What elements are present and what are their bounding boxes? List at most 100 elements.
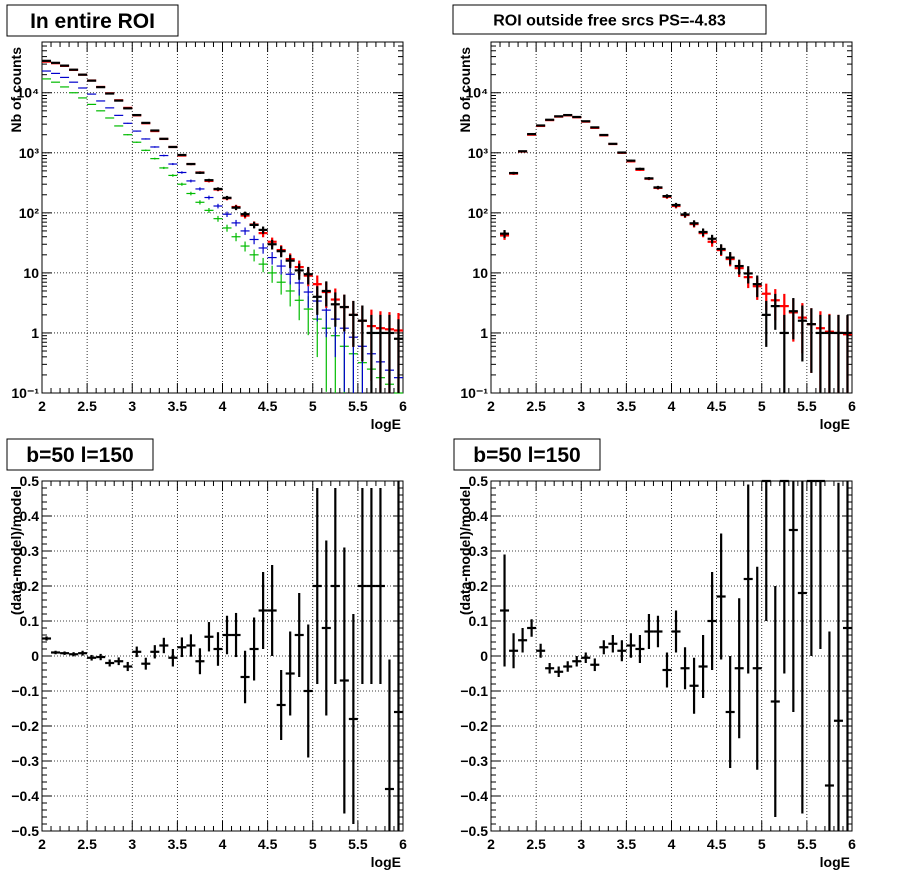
x-tick-label: 4 <box>219 836 227 852</box>
y-tick-label: 10² <box>468 205 489 221</box>
y-tick-label: 0.2 <box>469 578 489 594</box>
y-tick-label: 1 <box>480 325 488 341</box>
y-tick-label: −0.4 <box>460 788 488 804</box>
y-tick-label: 0.3 <box>469 543 489 559</box>
y-tick-label: −0.3 <box>11 753 39 769</box>
y-axis-label: (data-model)/model <box>457 486 473 615</box>
y-axis-label: Nb of counts <box>8 47 24 133</box>
x-axis-label: logE <box>820 416 850 432</box>
x-tick-label: 2 <box>487 836 495 852</box>
x-tick-label: 2.5 <box>77 398 97 414</box>
y-tick-label: 10⁴ <box>17 85 40 101</box>
x-tick-label: 2.5 <box>526 836 546 852</box>
y-tick-label: 10 <box>23 265 39 281</box>
y-tick-label: 1 <box>31 325 39 341</box>
y-tick-label: 0.5 <box>469 473 489 489</box>
series-1 <box>500 114 852 393</box>
y-tick-label: −0.2 <box>460 718 488 734</box>
x-tick-label: 5.5 <box>797 836 817 852</box>
x-tick-label: 6 <box>848 398 856 414</box>
x-tick-label: 5.5 <box>348 398 368 414</box>
x-tick-label: 3 <box>577 398 585 414</box>
x-tick-label: 4 <box>668 398 676 414</box>
series-4 <box>42 59 403 393</box>
y-tick-label: −0.2 <box>11 718 39 734</box>
y-tick-label: −0.4 <box>11 788 39 804</box>
x-tick-label: 3 <box>128 398 136 414</box>
x-tick-label: 2 <box>487 398 495 414</box>
x-tick-label: 4 <box>668 836 676 852</box>
y-tick-label: 0 <box>480 648 488 664</box>
series-1 <box>500 479 852 831</box>
x-tick-label: 4.5 <box>707 398 727 414</box>
y-tick-label: 0 <box>31 648 39 664</box>
y-tick-label: 10³ <box>468 145 489 161</box>
x-tick-label: 5 <box>309 398 317 414</box>
y-tick-label: 0.1 <box>20 613 40 629</box>
y-tick-label: 0.3 <box>20 543 40 559</box>
y-tick-label: −0.3 <box>460 753 488 769</box>
y-tick-label: −0.1 <box>11 683 39 699</box>
plot-frame <box>41 480 404 832</box>
x-tick-label: 6 <box>399 836 407 852</box>
x-tick-label: 2 <box>38 398 46 414</box>
x-tick-label: 3.5 <box>617 836 637 852</box>
y-tick-label: 0.1 <box>469 613 489 629</box>
x-tick-label: 4.5 <box>707 836 727 852</box>
y-tick-label: −0.1 <box>460 683 488 699</box>
x-tick-label: 5 <box>309 836 317 852</box>
x-tick-label: 2.5 <box>526 398 546 414</box>
y-axis-label: (data-model)/model <box>8 486 24 615</box>
y-tick-label: 0.4 <box>469 508 489 524</box>
y-tick-label: 10 <box>472 265 488 281</box>
x-tick-label: 2 <box>38 836 46 852</box>
chart-panel-3: 2 2.5 3 3.5 4 4.5 5 5.5 6 −0.5 −0.4 −0.3 −0.2 −0.1 0 0.… <box>6 438 407 870</box>
chart-panel-2: 2 2.5 3 3.5 4 4.5 5 5.5 6 10⁻¹ 1 10 10² 10³ 10⁴ logE Nb … <box>452 4 856 432</box>
y-tick-label: 10⁻¹ <box>460 385 488 401</box>
x-tick-label: 3 <box>577 836 585 852</box>
y-tick-label: 0.2 <box>20 578 40 594</box>
title-box <box>453 438 601 471</box>
x-tick-label: 5 <box>758 836 766 852</box>
title-box <box>452 4 767 35</box>
y-tick-label: 10² <box>19 205 40 221</box>
series-2 <box>500 113 852 393</box>
title-box <box>6 438 154 471</box>
x-tick-label: 6 <box>399 398 407 414</box>
x-tick-label: 4.5 <box>258 836 278 852</box>
chart-title: b=50 l=150 <box>26 444 133 467</box>
chart-title: ROI outside free srcs PS=-4.83 <box>493 12 726 29</box>
y-tick-label: 10⁻¹ <box>11 385 39 401</box>
series-1 <box>42 481 403 831</box>
x-tick-label: 3.5 <box>168 398 188 414</box>
x-tick-label: 5.5 <box>797 398 817 414</box>
y-tick-label: 0.4 <box>20 508 40 524</box>
y-axis-label: Nb of counts <box>457 47 473 133</box>
plot-frame <box>41 41 404 394</box>
chart-panel-1: 2 2.5 3 3.5 4 4.5 5 5.5 6 10⁻¹ 1 10 10² 10³ 10⁴ logE Nb … <box>6 4 407 432</box>
x-tick-label: 6 <box>848 836 856 852</box>
plot-frame <box>490 480 853 832</box>
x-axis-label: logE <box>371 416 401 432</box>
series-1 <box>42 78 403 394</box>
x-tick-label: 3 <box>128 836 136 852</box>
chart-title: In entire ROI <box>30 10 155 33</box>
plot-frame <box>490 41 853 394</box>
y-tick-label: −0.5 <box>460 823 488 839</box>
x-tick-label: 2.5 <box>77 836 97 852</box>
series-2 <box>42 70 403 393</box>
x-tick-label: 5.5 <box>348 836 368 852</box>
x-axis-label: logE <box>820 854 850 870</box>
x-tick-label: 5 <box>758 398 766 414</box>
y-tick-label: 0.5 <box>20 473 40 489</box>
y-tick-label: −0.5 <box>11 823 39 839</box>
x-tick-label: 4.5 <box>258 398 278 414</box>
x-tick-label: 4 <box>219 398 227 414</box>
y-tick-label: 10⁴ <box>466 85 489 101</box>
chart-panel-4: 2 2.5 3 3.5 4 4.5 5 5.5 6 −0.5 −0.4 −0.3 −0.2 −0.1 0 0.… <box>453 438 856 870</box>
chart-title: b=50 l=150 <box>473 444 580 467</box>
x-axis-label: logE <box>371 854 401 870</box>
x-tick-label: 3.5 <box>168 836 188 852</box>
